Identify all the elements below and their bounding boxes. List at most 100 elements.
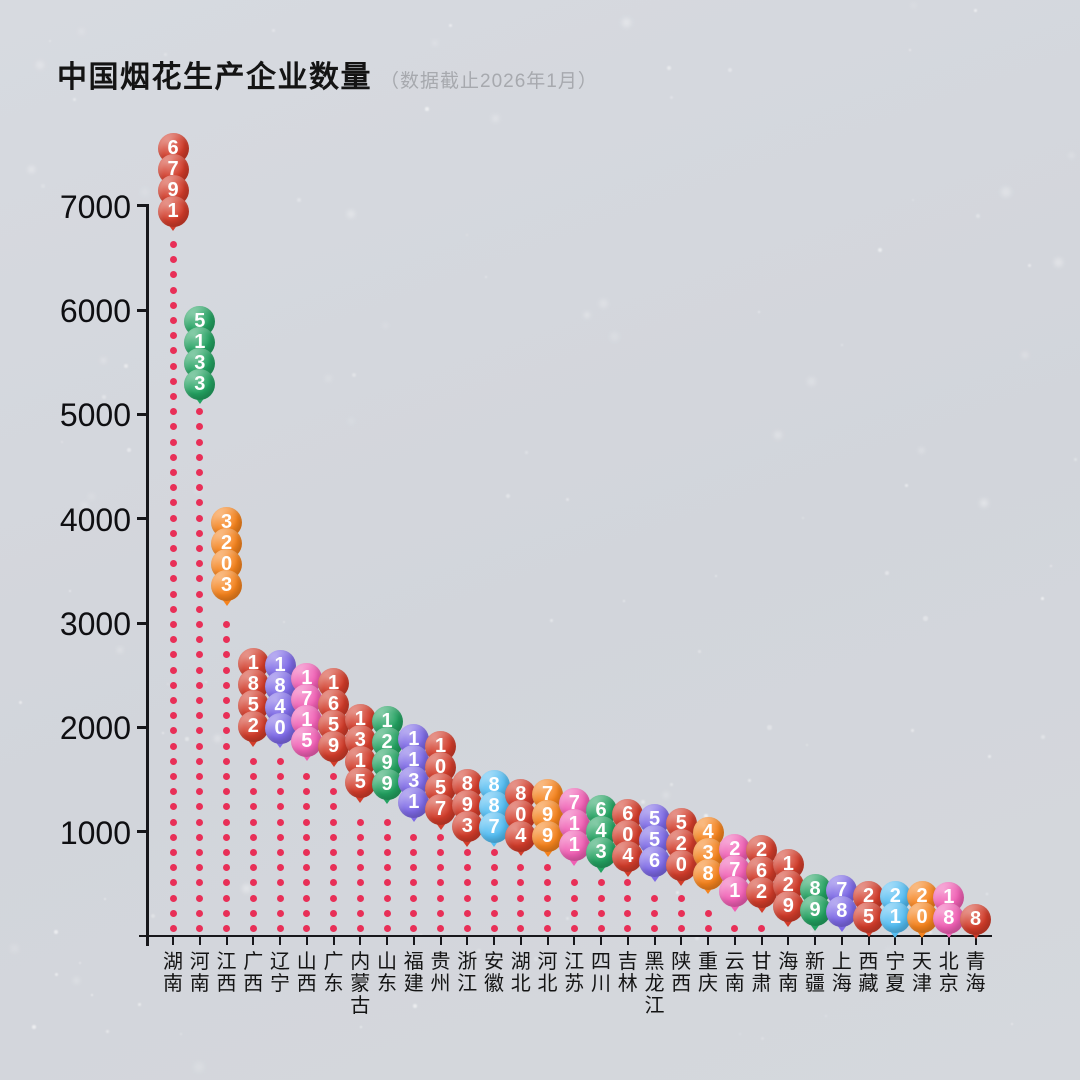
balloon-tail [917,930,927,938]
stem-dot [330,803,337,811]
stem-dot [490,909,498,917]
x-axis-label: 青 海 [965,951,986,995]
stem-dot [330,879,337,887]
balloon-digit: 9 [532,821,563,853]
stem-dot [169,545,177,552]
stem-dot [383,894,391,902]
stem-dot [356,818,364,826]
stem-dot [196,925,204,932]
y-axis-tick [137,517,146,521]
x-axis-tick [840,936,843,945]
stem-dot [223,757,230,765]
stem-dot [249,925,257,932]
x-axis-label: 山 西 [296,951,317,995]
stem-dot [463,879,471,887]
stem-dot [196,833,204,841]
stem-dot [597,879,605,887]
stem-dot [223,925,230,932]
stem-dot [517,925,525,932]
balloon-digit: 3 [184,368,216,400]
balloon-digit: 3 [585,837,617,869]
stem-dot [677,909,685,917]
x-axis-label: 福 建 [403,951,424,995]
balloon-tail [221,598,232,606]
stem-dot [303,788,311,796]
stem-dot [169,727,177,735]
x-axis-label: 云 南 [724,951,745,995]
balloon-tail [248,739,259,747]
snow-flake [19,701,23,705]
snow-flake [194,1062,204,1072]
balloon-tail [275,741,285,749]
snow-flake [599,299,608,308]
balloon-digit: 5 [344,767,376,799]
balloon-digit: 0 [264,712,296,744]
balloon-tail [810,923,820,931]
stem-dot [196,469,204,476]
x-axis-tick [359,936,362,945]
stem-dot [303,773,311,780]
x-axis-tick [600,936,602,945]
stem-dot [330,925,337,932]
balloon-digit: 1 [879,902,911,934]
balloon-digit: 4 [612,841,644,873]
stem-dot [196,529,204,537]
stem-dot [383,925,391,932]
stem-dot [169,879,177,887]
snow-flake [1069,153,1074,158]
stem-dot [276,925,284,932]
stem-dot [624,879,632,887]
stem-dot [169,332,177,340]
stem-dot [196,408,204,416]
stem-dot [437,925,444,932]
y-axis-tick [137,725,146,729]
balloon-digit: 1 [157,195,189,227]
stem-dot [249,864,257,872]
stem-dot [356,909,364,917]
balloon-tail [729,904,740,912]
stem-dot [223,712,230,720]
stem-dot [169,301,177,309]
snow-flake [1028,264,1032,268]
stem-dot [651,909,658,917]
snow-flake [905,484,908,487]
balloon-tail [756,905,767,913]
snow-flake [825,1015,828,1018]
stem-dot [544,879,551,887]
stem-dot [196,621,204,628]
snow-flake [670,96,674,100]
snow-flake [138,1003,141,1006]
snow-flake [88,493,95,500]
y-axis-tick [137,830,146,834]
snow-flake [127,448,132,453]
stem-dot [169,529,177,537]
snow-flake [525,451,529,455]
stem-dot [196,788,204,796]
balloon-tail [515,849,526,857]
y-tick-label: 4000 [59,501,131,538]
x-axis-tick [252,936,255,945]
stem-dot [196,697,204,704]
snow-flake [117,647,123,653]
balloon-digit: 8 [933,902,965,934]
y-tick-label: 7000 [59,188,131,225]
stem-dot [303,849,311,856]
x-axis-tick [974,936,977,945]
x-axis-tick [814,936,816,945]
x-axis-tick [332,936,335,945]
snow-flake [1041,735,1046,740]
balloon-digit: 9 [799,895,831,927]
stem-dot [410,879,418,887]
y-tick-label: 3000 [59,606,131,642]
stem-dot [169,818,177,826]
y-tick-label: 1000 [59,814,131,851]
stem-dot [303,833,311,841]
stem-dot [196,560,204,568]
stem-dot [196,575,204,583]
stem-dot [303,864,311,872]
stem-dot [330,833,337,841]
x-axis-tick [466,936,469,945]
stem-dot [410,864,418,872]
stem-dot [624,909,632,917]
balloon-digit: 8 [692,858,724,890]
